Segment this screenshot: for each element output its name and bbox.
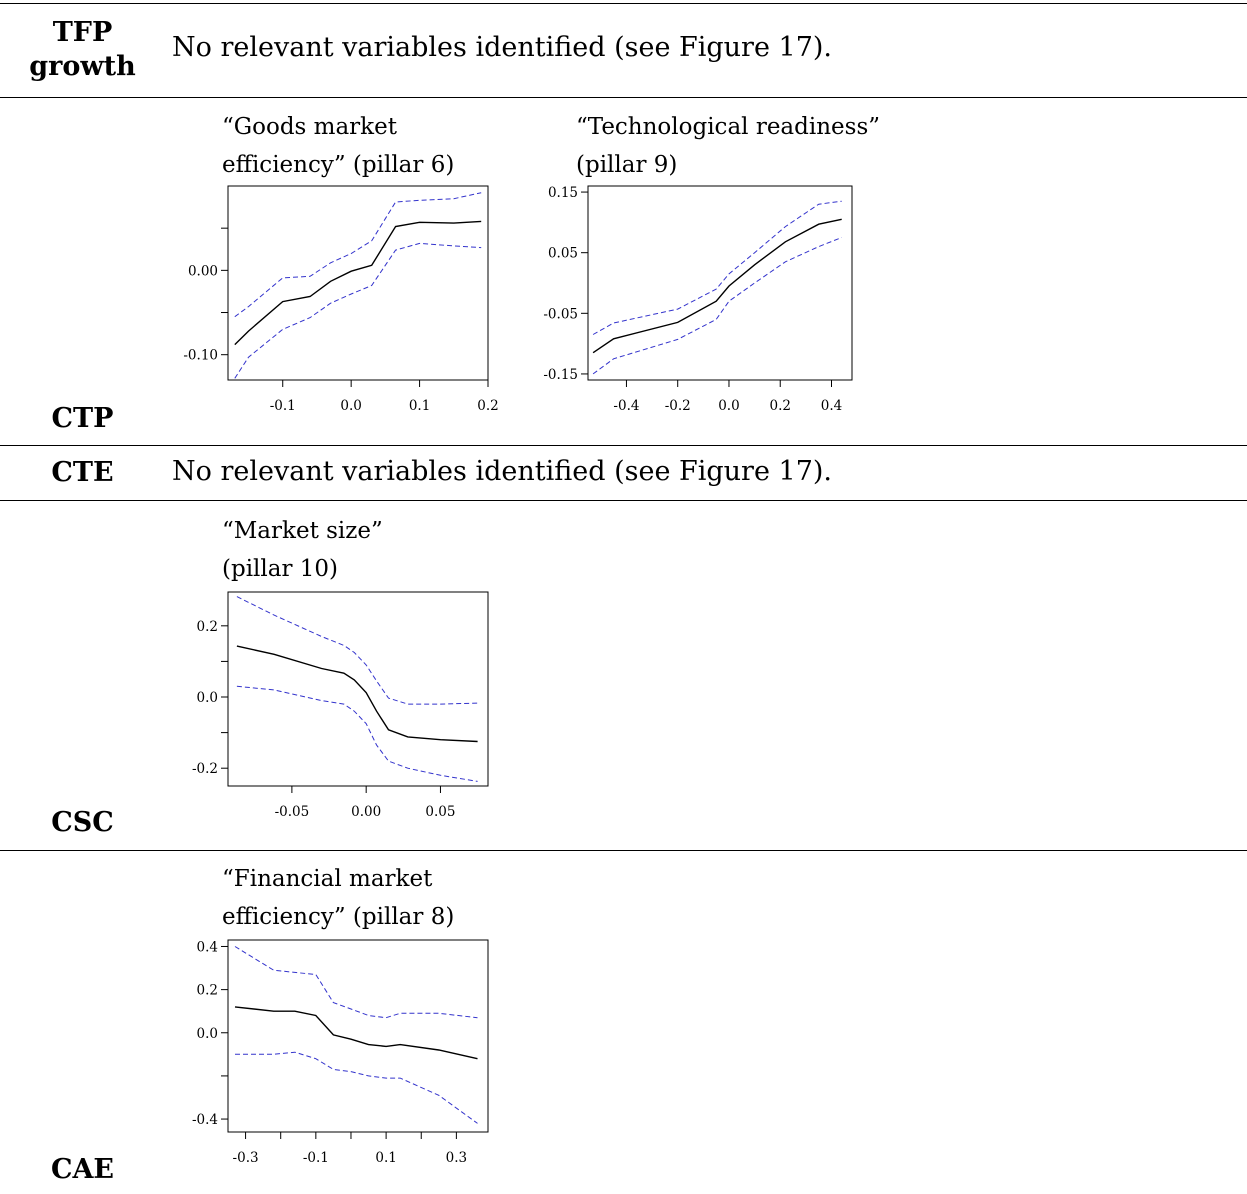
row-note-tfp-growth: No relevant variables identified (see Fi…	[172, 32, 832, 63]
x-tick-label: 0.2	[769, 398, 790, 414]
row-label-csc: CSC	[51, 807, 114, 838]
row-label-cae: CAE	[50, 1154, 115, 1185]
lower-band-line	[235, 1051, 478, 1124]
x-tick-label: 0.3	[446, 1150, 467, 1166]
x-tick-label: 0.00	[351, 804, 381, 820]
upper-band-line	[234, 946, 478, 1019]
estimate-line	[234, 1006, 478, 1060]
x-tick-label: -0.1	[270, 398, 296, 414]
estimate-line	[236, 645, 478, 743]
x-tick-label: -0.4	[613, 398, 639, 414]
plot-frame	[227, 185, 489, 381]
plot-frame	[587, 185, 853, 381]
y-tick-label: 0.05	[548, 246, 578, 262]
chart-title-market-size: “Market size” (pillar 10)	[222, 518, 383, 582]
row-label-ctp: CTP	[51, 403, 114, 434]
row-note-cte: No relevant variables identified (see Fi…	[172, 456, 832, 487]
y-tick-label: -0.4	[192, 1112, 218, 1128]
y-tick-label: -0.15	[543, 367, 578, 383]
table-top-rule	[0, 3, 1247, 4]
chart-title-technological-readiness: “Technological readiness” (pillar 9)	[576, 114, 881, 178]
row-divider	[0, 500, 1247, 501]
x-tick-label: -0.1	[303, 1150, 329, 1166]
y-tick-label: 0.0	[197, 690, 218, 706]
plot-frame	[227, 591, 489, 787]
y-tick-label: 0.4	[197, 939, 218, 955]
y-tick-label: 0.15	[548, 185, 578, 201]
lower-band-line	[234, 242, 482, 379]
chart-title-financial-market: “Financial market efficiency” (pillar 8)	[222, 866, 455, 930]
x-tick-label: -0.2	[665, 398, 691, 414]
x-tick-label: 0.2	[477, 398, 498, 414]
row-divider	[0, 97, 1247, 98]
row-divider	[0, 445, 1247, 446]
upper-band-line	[234, 192, 482, 318]
x-tick-label: 0.0	[718, 398, 739, 414]
chart-title-goods-market: “Goods market efficiency” (pillar 6)	[222, 114, 455, 178]
upper-band-line	[592, 200, 842, 335]
lower-band-line	[592, 237, 842, 375]
y-tick-label: 0.2	[197, 619, 218, 635]
y-tick-label: 0.00	[188, 263, 218, 279]
x-tick-label: 0.4	[821, 398, 842, 414]
plot-frame	[227, 939, 489, 1133]
estimate-line	[234, 220, 482, 346]
lower-band-line	[236, 685, 478, 782]
x-tick-label: -0.3	[233, 1150, 259, 1166]
x-tick-label: 0.0	[340, 398, 361, 414]
x-tick-label: 0.1	[409, 398, 430, 414]
upper-band-line	[236, 596, 478, 705]
y-tick-label: -0.10	[183, 348, 218, 364]
row-label-cte: CTE	[51, 457, 114, 488]
x-tick-label: -0.05	[275, 804, 310, 820]
y-tick-label: 0.2	[197, 983, 218, 999]
x-tick-label: 0.1	[375, 1150, 396, 1166]
y-tick-label: -0.2	[192, 761, 218, 777]
y-tick-label: -0.05	[543, 306, 578, 322]
row-label-tfp-growth: TFP growth	[29, 17, 136, 82]
row-divider	[0, 850, 1247, 851]
estimate-line	[592, 218, 842, 354]
x-tick-label: 0.05	[425, 804, 455, 820]
y-tick-label: 0.0	[197, 1026, 218, 1042]
